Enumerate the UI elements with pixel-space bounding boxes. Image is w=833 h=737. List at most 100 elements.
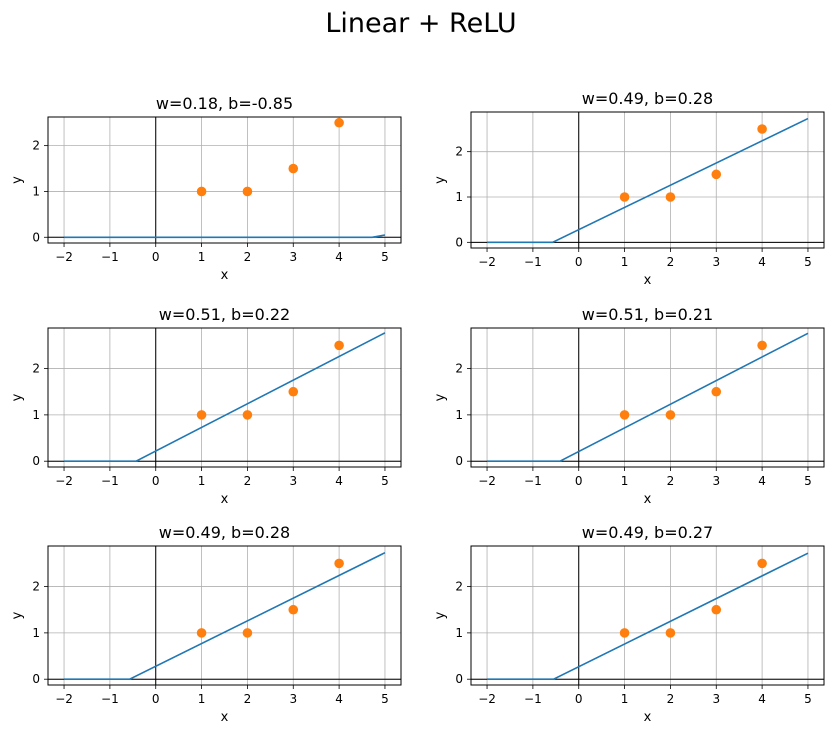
- subplot-title: w=0.18, b=-0.85: [156, 94, 293, 113]
- y-tick-label: 1: [32, 626, 40, 640]
- data-point: [288, 386, 299, 397]
- x-axis-label: x: [221, 268, 229, 283]
- y-axis-label: y: [433, 611, 448, 619]
- y-tick-label: 2: [455, 580, 463, 594]
- data-point: [288, 604, 299, 615]
- x-tick-label: −1: [524, 255, 542, 269]
- data-point: [711, 604, 722, 615]
- data-point: [242, 410, 253, 420]
- axes-frame: [47, 116, 402, 244]
- data-point: [288, 163, 299, 174]
- x-axis-label: x: [221, 492, 229, 507]
- x-tick-label: 5: [381, 250, 389, 264]
- relu-line: [487, 117, 809, 244]
- x-tick-label: 0: [152, 692, 160, 706]
- data-point: [757, 340, 767, 351]
- x-tick-label: 2: [667, 474, 675, 488]
- x-tick-label: 1: [621, 474, 629, 488]
- relu-line: [64, 332, 386, 463]
- x-tick-label: −1: [101, 692, 119, 706]
- axes-frame: [470, 327, 825, 468]
- data-point: [619, 410, 630, 420]
- x-tick-label: 1: [198, 474, 206, 488]
- subplot-4: −2 −1 0 1 2 3 4 5 0 1 2 x y w=0.51, b=0.21: [433, 305, 825, 507]
- x-tick-label: 4: [335, 692, 343, 706]
- x-tick-label: 1: [621, 255, 629, 269]
- y-tick-label: 0: [32, 454, 40, 468]
- x-tick-label: 2: [667, 255, 675, 269]
- x-tick-label: 3: [289, 250, 297, 264]
- y-tick-label: 0: [455, 235, 463, 249]
- subplot-1: −2 −1 0 1 2 3 4 5 0 1 2 x y w=0.18, b=-0.85: [10, 94, 402, 283]
- axes-frame: [47, 327, 402, 468]
- x-tick-label: 1: [198, 250, 206, 264]
- subplot-title: w=0.51, b=0.22: [159, 305, 290, 324]
- x-tick-label: 2: [667, 692, 675, 706]
- y-tick-label: 0: [32, 672, 40, 686]
- data-point: [665, 628, 676, 638]
- axes-frame: [470, 111, 825, 249]
- figure-title: Linear + ReLU: [325, 8, 516, 39]
- subplot-5: −2 −1 0 1 2 3 4 5 0 1 2 x y w=0.49, b=0.28: [10, 523, 402, 725]
- y-tick-label: 2: [455, 362, 463, 376]
- subplot-title: w=0.49, b=0.27: [582, 523, 713, 542]
- x-tick-label: 2: [244, 250, 252, 264]
- x-tick-label: 0: [575, 255, 583, 269]
- axes-frame: [47, 545, 402, 686]
- x-axis-label: x: [644, 273, 652, 288]
- x-tick-label: 3: [289, 474, 297, 488]
- y-tick-label: 2: [455, 145, 463, 159]
- x-tick-label: −2: [478, 692, 496, 706]
- y-tick-label: 0: [455, 454, 463, 468]
- x-tick-label: 5: [381, 474, 389, 488]
- data-point: [334, 558, 344, 569]
- subplot-title: w=0.51, b=0.21: [582, 305, 713, 324]
- x-tick-label: −1: [101, 474, 119, 488]
- data-point: [196, 186, 207, 197]
- x-tick-label: 5: [804, 474, 812, 488]
- x-tick-label: 3: [712, 255, 720, 269]
- y-axis-label: y: [10, 611, 25, 619]
- y-tick-label: 0: [455, 672, 463, 686]
- x-tick-label: −1: [101, 250, 119, 264]
- y-axis-label: y: [10, 176, 25, 184]
- x-tick-label: −2: [478, 474, 496, 488]
- data-point: [334, 340, 344, 351]
- plot-area: [64, 552, 386, 681]
- x-tick-label: 3: [712, 692, 720, 706]
- x-tick-label: −1: [524, 474, 542, 488]
- data-point: [711, 169, 722, 180]
- x-axis-label: x: [221, 710, 229, 725]
- x-tick-label: −1: [524, 692, 542, 706]
- x-tick-label: −2: [55, 250, 73, 264]
- data-point: [196, 410, 207, 420]
- y-axis-label: y: [433, 393, 448, 401]
- x-tick-label: 0: [575, 692, 583, 706]
- x-tick-label: 3: [712, 474, 720, 488]
- data-point: [196, 628, 207, 638]
- data-point: [619, 192, 630, 202]
- data-point: [711, 386, 722, 397]
- data-point: [619, 628, 630, 638]
- x-tick-label: 5: [804, 692, 812, 706]
- y-tick-label: 0: [32, 230, 40, 244]
- y-tick-label: 2: [32, 139, 40, 153]
- y-tick-label: 1: [455, 408, 463, 422]
- x-tick-label: −2: [478, 255, 496, 269]
- subplots-grid: −2 −1 0 1 2 3 4 5 0 1 2 x y w=0.18, b=-0.85 −2 −1 0 1 2 3 4 5…: [10, 89, 825, 725]
- y-tick-label: 2: [32, 362, 40, 376]
- data-point: [242, 186, 253, 197]
- axes-frame: [470, 545, 825, 686]
- x-tick-label: 2: [244, 474, 252, 488]
- plot-area: [487, 332, 809, 463]
- plot-area: [64, 234, 386, 239]
- data-point: [757, 558, 767, 569]
- x-tick-label: 0: [575, 474, 583, 488]
- x-tick-label: 3: [289, 692, 297, 706]
- x-tick-label: −2: [55, 692, 73, 706]
- x-tick-label: 4: [758, 255, 766, 269]
- x-tick-label: 2: [244, 692, 252, 706]
- y-axis-label: y: [433, 176, 448, 184]
- relu-line: [487, 552, 809, 681]
- y-tick-label: 1: [32, 184, 40, 198]
